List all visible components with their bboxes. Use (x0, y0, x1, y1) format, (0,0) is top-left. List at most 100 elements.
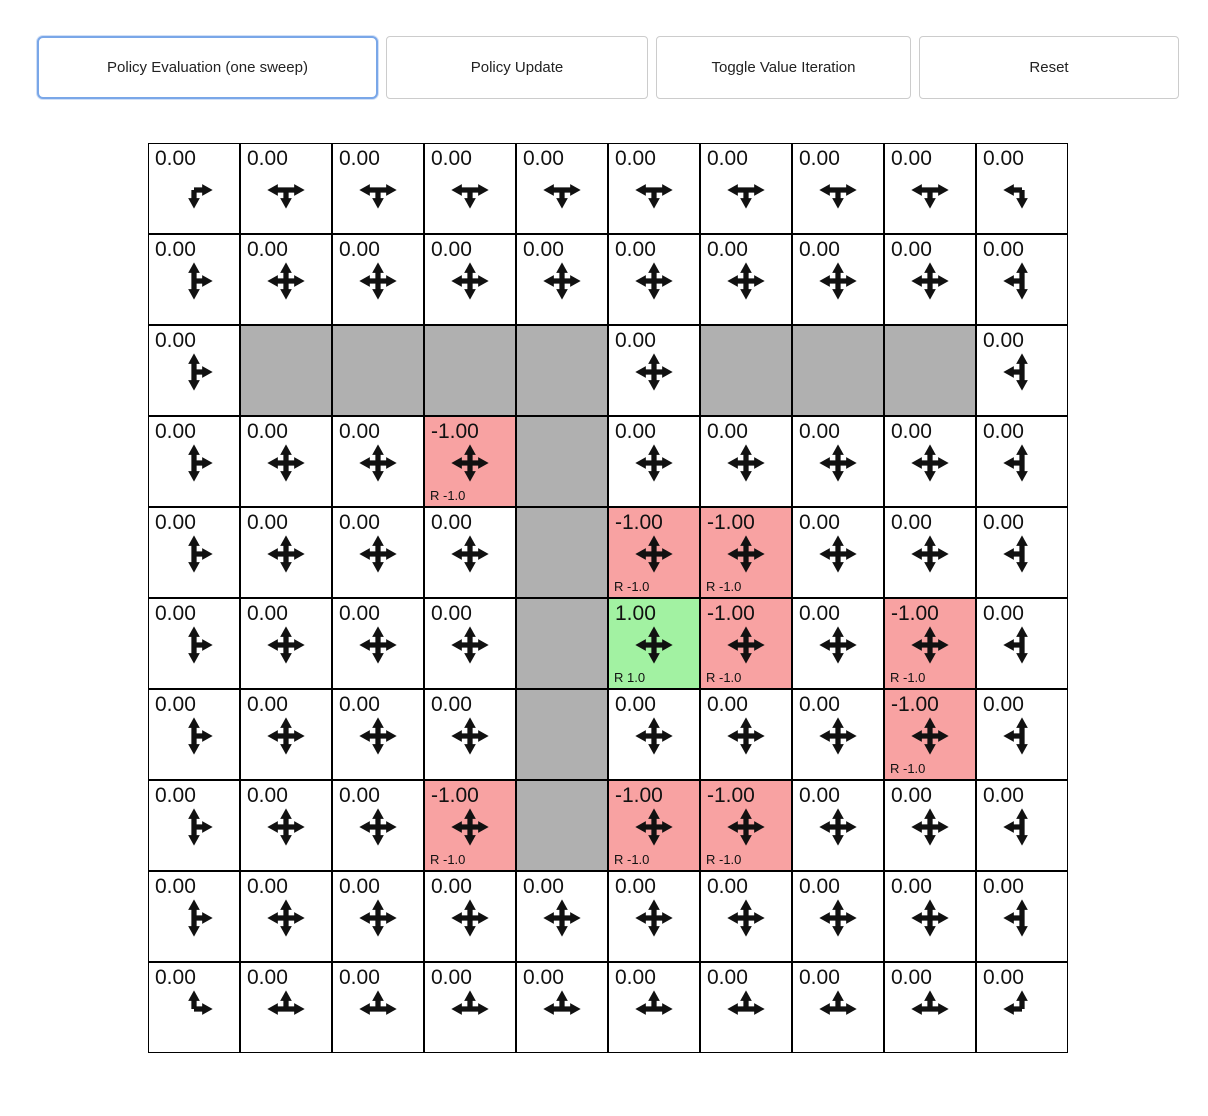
policy-arrows-icon (425, 897, 515, 944)
grid-cell: 0.00 (608, 234, 700, 325)
cell-value: 0.00 (983, 511, 1024, 534)
cell-value: 0.00 (523, 966, 564, 989)
policy-arrows-icon (977, 351, 1067, 398)
grid-cell: 0.00 (792, 507, 884, 598)
grid-cell: 0.00 (976, 416, 1068, 507)
policy-arrows-icon (609, 624, 699, 671)
grid-cell: 0.00 (976, 689, 1068, 780)
gridworld: 0.00 0.00 0.00 0.00 0.00 0.00 0.00 0.00 0.00 0.00… (148, 143, 1068, 1053)
grid-cell: 0.00 (240, 143, 332, 234)
cell-value: 0.00 (615, 875, 656, 898)
grid-cell: -1.00 R -1.0 (608, 507, 700, 598)
grid-cell: 0.00 (148, 962, 240, 1053)
cell-value: 0.00 (983, 420, 1024, 443)
cell-value: 0.00 (799, 693, 840, 716)
cell-value: 0.00 (339, 602, 380, 625)
policy-arrows-icon (425, 715, 515, 762)
cell-value: 0.00 (983, 602, 1024, 625)
grid-cell: 0.00 (884, 871, 976, 962)
cell-value: -1.00 (431, 784, 479, 807)
policy-arrows-icon (885, 624, 975, 671)
grid-cell: 0.00 (608, 962, 700, 1053)
cell-value: 0.00 (339, 966, 380, 989)
grid-cell: 0.00 (608, 416, 700, 507)
policy-arrows-icon (149, 260, 239, 307)
policy-arrows-icon (241, 169, 331, 216)
policy-arrows-icon (793, 533, 883, 580)
policy-arrows-icon (701, 988, 791, 1035)
policy-arrows-icon (701, 260, 791, 307)
cell-value: 0.00 (155, 966, 196, 989)
grid-cell: 0.00 (792, 416, 884, 507)
cell-value: 0.00 (983, 966, 1024, 989)
cell-value: 0.00 (983, 693, 1024, 716)
policy-arrows-icon (425, 442, 515, 489)
policy-arrows-icon (149, 169, 239, 216)
grid-cell: 0.00 (332, 689, 424, 780)
cell-value: 0.00 (891, 420, 932, 443)
cell-value: 0.00 (891, 147, 932, 170)
policy-arrows-icon (425, 260, 515, 307)
toggle-value-iteration-button[interactable]: Toggle Value Iteration (656, 36, 911, 99)
grid-cell: 0.00 (424, 507, 516, 598)
policy-arrows-icon (333, 988, 423, 1035)
wall-cell (424, 325, 516, 416)
cell-value: 0.00 (799, 147, 840, 170)
cell-value: 0.00 (615, 329, 656, 352)
wall-cell (240, 325, 332, 416)
grid-cell: -1.00 R -1.0 (608, 780, 700, 871)
policy-arrows-icon (701, 533, 791, 580)
grid-cell: 0.00 (240, 871, 332, 962)
cell-value: 1.00 (615, 602, 656, 625)
cell-value: 0.00 (155, 875, 196, 898)
grid-cell: 0.00 (332, 871, 424, 962)
grid-cell: 0.00 (608, 325, 700, 416)
policy-arrows-icon (241, 624, 331, 671)
policy-evaluation-button[interactable]: Policy Evaluation (one sweep) (37, 36, 378, 99)
cell-value: 0.00 (523, 875, 564, 898)
grid-cell: 0.00 (884, 507, 976, 598)
grid-cell: 0.00 (700, 871, 792, 962)
policy-arrows-icon (241, 533, 331, 580)
policy-arrows-icon (977, 169, 1067, 216)
cell-value: 0.00 (431, 966, 472, 989)
cell-value: -1.00 (431, 420, 479, 443)
cell-value: 0.00 (799, 511, 840, 534)
policy-arrows-icon (609, 442, 699, 489)
policy-arrows-icon (609, 533, 699, 580)
policy-arrows-icon (793, 169, 883, 216)
policy-arrows-icon (793, 442, 883, 489)
policy-arrows-icon (241, 988, 331, 1035)
cell-value: -1.00 (707, 511, 755, 534)
cell-value: 0.00 (247, 420, 288, 443)
cell-value: 0.00 (983, 875, 1024, 898)
wall-cell (332, 325, 424, 416)
grid-cell: 0.00 (148, 416, 240, 507)
policy-arrows-icon (425, 806, 515, 853)
reset-button[interactable]: Reset (919, 36, 1179, 99)
cell-value: 0.00 (155, 511, 196, 534)
grid-cell: 0.00 (792, 143, 884, 234)
cell-value: 0.00 (615, 147, 656, 170)
cell-value: 0.00 (431, 875, 472, 898)
wall-cell (516, 598, 608, 689)
policy-arrows-icon (701, 806, 791, 853)
cell-value: 0.00 (799, 966, 840, 989)
policy-arrows-icon (793, 715, 883, 762)
cell-value: 0.00 (155, 602, 196, 625)
policy-arrows-icon (333, 897, 423, 944)
policy-arrows-icon (701, 715, 791, 762)
grid-cell: -1.00 R -1.0 (424, 780, 516, 871)
grid-cell: 0.00 (424, 598, 516, 689)
grid-cell: 0.00 (424, 689, 516, 780)
policy-arrows-icon (517, 260, 607, 307)
policy-update-button[interactable]: Policy Update (386, 36, 648, 99)
grid-cell: 0.00 (884, 962, 976, 1053)
policy-arrows-icon (517, 988, 607, 1035)
cell-value: 0.00 (247, 511, 288, 534)
grid-cell: 0.00 (148, 689, 240, 780)
cell-value: 0.00 (707, 147, 748, 170)
policy-arrows-icon (149, 533, 239, 580)
policy-arrows-icon (333, 806, 423, 853)
grid-cell: 0.00 (976, 325, 1068, 416)
